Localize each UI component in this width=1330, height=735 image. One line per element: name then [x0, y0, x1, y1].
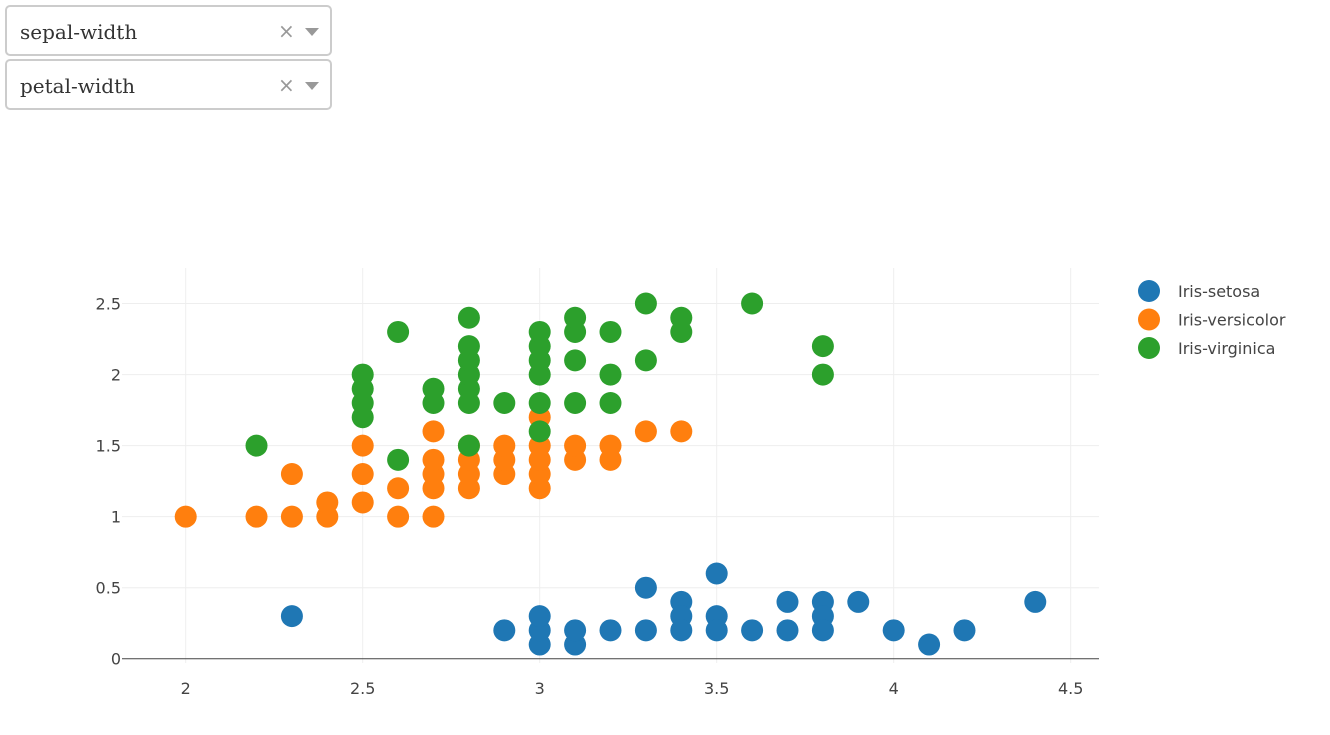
point-iris-versicolor[interactable]	[422, 448, 445, 471]
point-iris-setosa[interactable]	[953, 619, 976, 642]
legend-label-iris-versicolor: Iris-versicolor	[1178, 311, 1286, 330]
point-iris-versicolor[interactable]	[493, 434, 516, 457]
point-iris-setosa[interactable]	[776, 619, 799, 642]
point-iris-virginica[interactable]	[564, 306, 587, 329]
y-tick-label: 1	[111, 508, 121, 527]
x-tick-label: 2	[181, 679, 191, 698]
point-iris-versicolor[interactable]	[245, 505, 268, 528]
point-iris-setosa[interactable]	[634, 619, 657, 642]
point-iris-virginica[interactable]	[387, 320, 410, 343]
x-axis-dropdown[interactable]: sepal-width ×	[5, 5, 332, 56]
point-iris-versicolor[interactable]	[634, 420, 657, 443]
point-iris-virginica[interactable]	[493, 391, 516, 414]
point-iris-virginica[interactable]	[564, 349, 587, 372]
point-iris-versicolor[interactable]	[387, 505, 410, 528]
point-iris-versicolor[interactable]	[564, 434, 587, 457]
y-tick-label: 1.5	[96, 437, 121, 456]
point-iris-virginica[interactable]	[670, 306, 693, 329]
axis-ticks: 2 2.5 3 3.5 4 4.5 0 0.5 1 1.5 2 2.5	[96, 295, 1084, 698]
point-iris-versicolor[interactable]	[174, 505, 197, 528]
point-iris-virginica[interactable]	[528, 420, 551, 443]
point-iris-virginica[interactable]	[599, 363, 622, 386]
point-iris-virginica[interactable]	[457, 306, 480, 329]
point-iris-setosa[interactable]	[741, 619, 764, 642]
point-iris-setosa[interactable]	[670, 619, 693, 642]
point-iris-virginica[interactable]	[422, 377, 445, 400]
point-iris-setosa[interactable]	[847, 590, 870, 613]
grid-lines	[122, 268, 1099, 663]
point-iris-versicolor[interactable]	[599, 434, 622, 457]
clear-icon[interactable]: ×	[278, 19, 295, 43]
point-iris-setosa[interactable]	[811, 619, 834, 642]
y-tick-label: 2.5	[96, 295, 121, 314]
point-iris-virginica[interactable]	[599, 320, 622, 343]
point-iris-versicolor[interactable]	[351, 491, 374, 514]
point-iris-versicolor[interactable]	[422, 420, 445, 443]
point-iris-versicolor[interactable]	[280, 463, 303, 486]
chevron-down-icon[interactable]	[305, 82, 319, 90]
y-tick-label: 0.5	[96, 579, 121, 598]
y-tick-label: 2	[111, 366, 121, 385]
point-iris-virginica[interactable]	[387, 448, 410, 471]
legend-label-iris-virginica: Iris-virginica	[1178, 339, 1275, 358]
point-iris-setosa[interactable]	[280, 605, 303, 628]
x-tick-label: 4.5	[1058, 679, 1083, 698]
point-iris-versicolor[interactable]	[280, 505, 303, 528]
point-iris-setosa[interactable]	[564, 619, 587, 642]
legend[interactable]: Iris-setosa Iris-versicolor Iris-virginica	[1138, 280, 1286, 359]
y-axis-dropdown[interactable]: petal-width ×	[5, 59, 332, 110]
x-tick-label: 4	[889, 679, 899, 698]
y-tick-label: 0	[111, 650, 121, 669]
point-iris-virginica[interactable]	[528, 391, 551, 414]
point-iris-virginica[interactable]	[564, 391, 587, 414]
x-axis-dropdown-value: sepal-width	[20, 20, 138, 44]
point-iris-virginica[interactable]	[457, 335, 480, 358]
point-iris-versicolor[interactable]	[387, 477, 410, 500]
point-iris-virginica[interactable]	[741, 292, 764, 315]
point-iris-virginica[interactable]	[811, 363, 834, 386]
point-iris-virginica[interactable]	[457, 434, 480, 457]
point-iris-versicolor[interactable]	[316, 491, 339, 514]
point-iris-setosa[interactable]	[918, 633, 941, 656]
legend-marker-iris-setosa	[1138, 280, 1160, 302]
x-tick-label: 3	[535, 679, 545, 698]
point-iris-virginica[interactable]	[811, 335, 834, 358]
legend-marker-iris-virginica	[1138, 337, 1160, 359]
legend-marker-iris-versicolor	[1138, 308, 1160, 331]
x-tick-label: 2.5	[350, 679, 375, 698]
point-iris-virginica[interactable]	[245, 434, 268, 457]
legend-item-iris-virginica[interactable]: Iris-virginica	[1138, 337, 1275, 359]
point-iris-versicolor[interactable]	[670, 420, 693, 443]
y-axis-dropdown-value: petal-width	[20, 74, 135, 98]
point-iris-setosa[interactable]	[776, 590, 799, 613]
clear-icon[interactable]: ×	[278, 73, 295, 97]
point-iris-setosa[interactable]	[705, 562, 728, 585]
point-iris-virginica[interactable]	[634, 349, 657, 372]
legend-label-iris-setosa: Iris-setosa	[1178, 282, 1260, 301]
x-tick-label: 3.5	[704, 679, 729, 698]
point-iris-setosa[interactable]	[1024, 590, 1047, 613]
point-iris-setosa[interactable]	[493, 619, 516, 642]
point-iris-setosa[interactable]	[634, 576, 657, 599]
point-iris-setosa[interactable]	[882, 619, 905, 642]
chevron-down-icon[interactable]	[305, 28, 319, 36]
point-iris-versicolor[interactable]	[422, 505, 445, 528]
legend-item-iris-setosa[interactable]: Iris-setosa	[1138, 280, 1260, 302]
legend-item-iris-versicolor[interactable]: Iris-versicolor	[1138, 308, 1286, 331]
point-iris-setosa[interactable]	[599, 619, 622, 642]
point-iris-versicolor[interactable]	[351, 463, 374, 486]
point-iris-versicolor[interactable]	[351, 434, 374, 457]
point-iris-setosa[interactable]	[705, 619, 728, 642]
point-iris-virginica[interactable]	[634, 292, 657, 315]
point-iris-virginica[interactable]	[599, 391, 622, 414]
data-points	[174, 292, 1047, 656]
point-iris-virginica[interactable]	[528, 320, 551, 343]
point-iris-virginica[interactable]	[351, 363, 374, 386]
point-iris-setosa[interactable]	[528, 605, 551, 628]
